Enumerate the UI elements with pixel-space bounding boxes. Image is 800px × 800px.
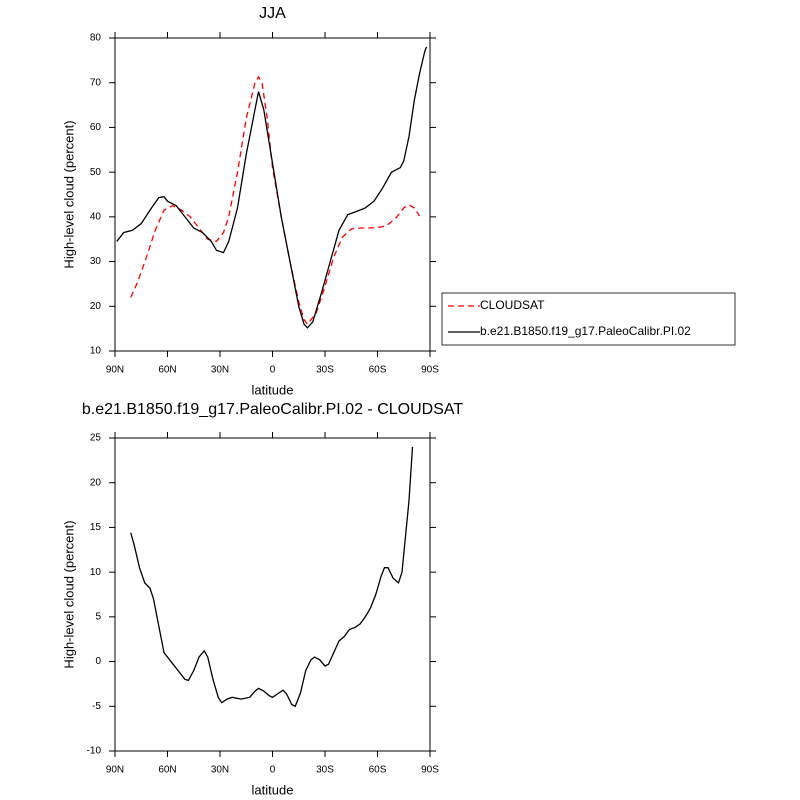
data-line <box>130 75 421 326</box>
x-tick-label: 30S <box>316 365 334 376</box>
x-tick-label: 60N <box>158 365 176 376</box>
x-axis-label: latitude <box>252 382 294 397</box>
x-tick-label: 0 <box>270 365 276 376</box>
x-tick-label: 30N <box>211 765 229 776</box>
y-axis-label: High-level cloud (percent) <box>61 520 76 668</box>
y-tick-label: 25 <box>90 433 102 444</box>
data-line <box>130 446 414 708</box>
y-tick-label: 30 <box>90 256 102 267</box>
x-tick-label: 30N <box>211 365 229 376</box>
y-tick-label: 60 <box>90 122 102 133</box>
x-tick-label: 60S <box>369 765 387 776</box>
y-tick-label: 20 <box>90 301 102 312</box>
x-tick-label: 90N <box>106 765 124 776</box>
legend-label: b.e21.B1850.f19_g17.PaleoCalibr.PI.02 <box>480 324 691 338</box>
x-tick-label: 90N <box>106 365 124 376</box>
y-tick-label: -10 <box>87 746 102 757</box>
y-tick-label: 5 <box>95 611 101 622</box>
x-tick-label: 0 <box>270 765 276 776</box>
y-tick-label: -5 <box>92 701 101 712</box>
x-tick-label: 60S <box>369 365 387 376</box>
legend-label: CLOUDSAT <box>480 298 545 312</box>
y-tick-label: 40 <box>90 211 102 222</box>
plot-frame <box>114 437 431 752</box>
y-tick-label: 15 <box>90 522 102 533</box>
chart-title: b.e21.B1850.f19_g17.PaleoCalibr.PI.02 - … <box>82 401 463 418</box>
y-tick-label: 10 <box>90 346 102 357</box>
y-tick-label: 0 <box>95 656 101 667</box>
y-tick-label: 80 <box>90 33 102 44</box>
y-tick-label: 50 <box>90 167 102 178</box>
y-axis-label: High-level cloud (percent) <box>61 120 76 268</box>
x-tick-label: 30S <box>316 765 334 776</box>
x-tick-label: 90S <box>421 765 439 776</box>
chart-title: JJA <box>259 5 286 22</box>
legend-box <box>441 292 736 346</box>
plot-frame <box>114 37 431 352</box>
y-tick-label: 70 <box>90 77 102 88</box>
y-tick-label: 10 <box>90 567 102 578</box>
x-axis-label: latitude <box>252 782 294 797</box>
x-tick-label: 90S <box>421 365 439 376</box>
data-line <box>116 46 428 329</box>
x-tick-label: 60N <box>158 765 176 776</box>
y-tick-label: 20 <box>90 477 102 488</box>
